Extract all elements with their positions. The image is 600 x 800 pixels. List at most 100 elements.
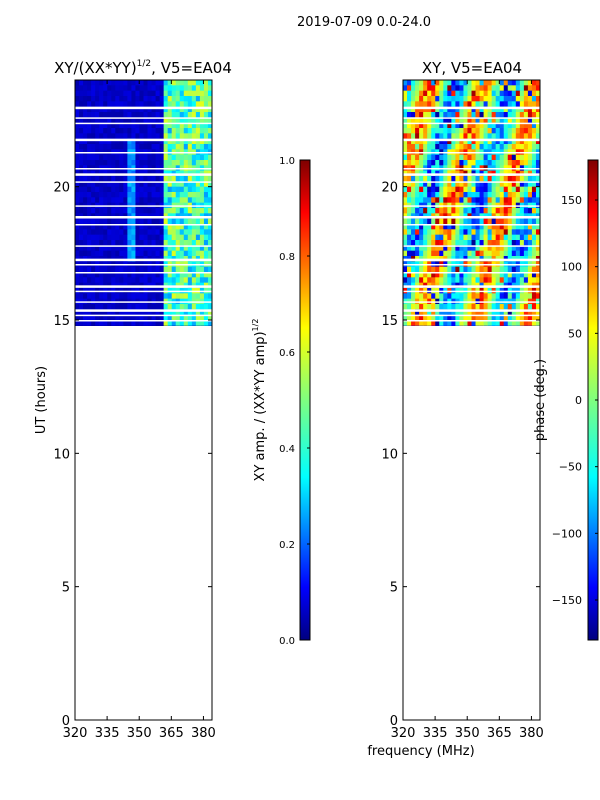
phase-heatmap-cell	[467, 90, 472, 97]
phase-heatmap-cell	[403, 192, 408, 198]
amplitude-heatmap-cell	[151, 80, 156, 86]
amplitude-heatmap-cell	[131, 106, 136, 113]
phase-heatmap-cell	[519, 245, 525, 252]
amplitude-heatmap-gap	[75, 122, 212, 125]
amplitude-heatmap-cell	[167, 160, 173, 166]
amplitude-heatmap-cell	[175, 224, 181, 230]
amplitude-heatmap-cell	[119, 154, 124, 161]
amplitude-heatmap-cell	[171, 229, 177, 236]
phase-heatmap-cell	[459, 85, 464, 92]
phase-heatmap-cell	[511, 224, 517, 230]
amplitude-heatmap-cell	[179, 314, 185, 321]
phase-heatmap-cell	[443, 218, 448, 225]
amplitude-heatmap-cell	[143, 192, 148, 198]
phase-heatmap-cell	[503, 90, 509, 97]
phase-heatmap-cell	[435, 106, 440, 113]
amplitude-heatmap-cell	[191, 154, 197, 161]
phase-heatmap-cell	[467, 250, 472, 257]
amplitude-heatmap-cell	[79, 117, 84, 124]
amplitude-heatmap-cell	[207, 138, 213, 145]
amplitude-heatmap-cell	[195, 90, 201, 97]
phase-heatmap-cell	[531, 304, 537, 310]
phase-heatmap-cell	[407, 154, 412, 161]
phase-heatmap-cell	[459, 309, 464, 316]
phase-heatmap-cell	[487, 314, 493, 321]
phase-heatmap-cell	[411, 106, 416, 113]
amplitude-heatmap-gap	[75, 245, 212, 247]
phase-heatmap-cell	[487, 160, 493, 166]
phase-heatmap-cell	[487, 117, 493, 124]
amplitude-heatmap-cell	[75, 138, 80, 145]
amplitude-heatmap-cell	[127, 176, 132, 182]
amplitude-heatmap-cell	[167, 250, 173, 257]
phase-heatmap-cell	[447, 304, 452, 310]
phase-heatmap-cell	[499, 186, 505, 193]
amplitude-heatmap-cell	[83, 160, 88, 166]
amplitude-heatmap-cell	[107, 192, 112, 198]
phase-heatmap-cell	[495, 229, 501, 236]
phase-heatmap-cell	[479, 154, 484, 161]
phase-heatmap-cell	[435, 314, 440, 321]
amplitude-heatmap-cell	[139, 272, 144, 278]
amplitude-heatmap-cell	[155, 138, 161, 145]
phase-heatmap-cell	[507, 106, 513, 113]
phase-heatmap-cell	[515, 314, 521, 321]
amplitude-heatmap-cell	[151, 128, 156, 134]
amplitude-heatmap-cell	[79, 128, 84, 134]
amplitude-heatmap-cell	[179, 234, 185, 241]
phase-heatmap-cell	[491, 176, 497, 182]
amplitude-heatmap-cell	[135, 96, 140, 102]
amplitude-heatmap-cell	[167, 197, 173, 204]
phase-heatmap-cell	[459, 176, 464, 182]
phase-heatmap-cell	[403, 320, 408, 326]
amplitude-heatmap-cell	[87, 186, 92, 193]
phase-heatmap-cell	[499, 293, 505, 300]
amplitude-heatmap-cell	[127, 144, 132, 150]
phase-heatmap-cell	[479, 304, 484, 310]
phase-heatmap-cell	[475, 314, 480, 321]
phase-heatmap-cell	[495, 272, 501, 278]
amplitude-heatmap-cell	[199, 144, 205, 150]
phase-heatmap-cell	[459, 186, 464, 193]
amplitude-heatmap-cell	[155, 208, 161, 214]
phase-heatmap-cell	[507, 85, 513, 92]
phase-heatmap-cell	[419, 122, 424, 129]
amplitude-heatmap-cell	[167, 117, 173, 124]
phase-heatmap-cell	[415, 80, 420, 86]
phase-heatmap-cell	[451, 122, 456, 129]
phase-heatmap-cell	[523, 250, 529, 257]
phase-heatmap-cell	[435, 224, 440, 230]
amplitude-heatmap-cell	[123, 234, 128, 241]
amplitude-heatmap-cell	[139, 85, 144, 92]
amplitude-heatmap-cell	[163, 197, 169, 204]
amplitude-heatmap-cell	[83, 197, 88, 204]
amplitude-heatmap-cell	[203, 314, 209, 321]
phase-heatmap-cell	[483, 101, 489, 108]
phase-heatmap-cell	[435, 176, 440, 182]
amplitude-heatmap-gap	[75, 117, 212, 119]
amplitude-heatmap-cell	[159, 293, 165, 300]
amplitude-heatmap	[75, 80, 213, 326]
phase-colorbar-tick-label: 50	[568, 327, 582, 340]
amplitude-heatmap-cell	[91, 229, 96, 236]
amplitude-heatmap-cell	[163, 85, 169, 92]
phase-heatmap-cell	[531, 80, 537, 86]
amplitude-heatmap-cell	[95, 80, 100, 86]
amplitude-heatmap-cell	[151, 218, 156, 225]
amplitude-heatmap-cell	[123, 245, 128, 252]
phase-heatmap-cell	[403, 250, 408, 257]
amplitude-heatmap-cell	[191, 160, 197, 166]
phase-heatmap-cell	[523, 96, 529, 102]
phase-heatmap-cell	[523, 106, 529, 113]
amplitude-heatmap-cell	[159, 133, 165, 140]
amplitude-heatmap-cell	[103, 234, 108, 241]
amplitude-heatmap-cell	[111, 80, 116, 86]
amplitude-heatmap-cell	[131, 181, 136, 188]
amplitude-heatmap-cell	[179, 112, 185, 118]
amplitude-heatmap-cell	[203, 320, 209, 326]
amplitude-heatmap-cell	[139, 197, 144, 204]
phase-x-tick-label: 380	[519, 726, 544, 741]
phase-heatmap-cell	[487, 85, 493, 92]
phase-heatmap-cell	[527, 90, 533, 97]
phase-heatmap-cell	[411, 122, 416, 129]
